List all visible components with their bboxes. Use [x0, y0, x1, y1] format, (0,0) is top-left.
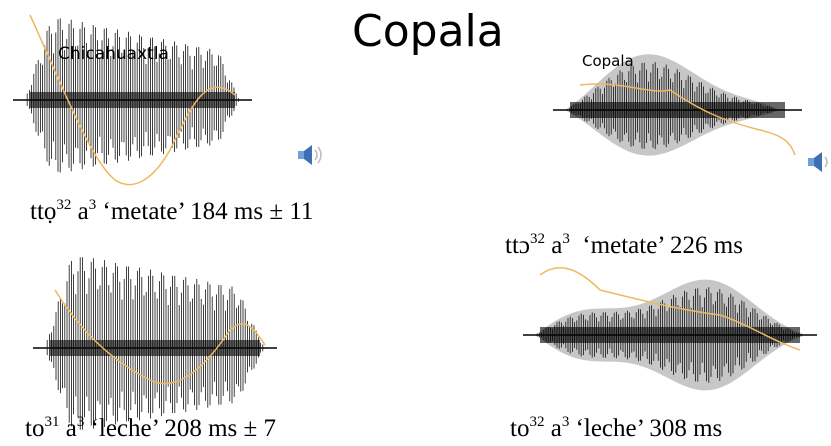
- waveform: [33, 257, 277, 429]
- caption-text: a: [71, 198, 88, 225]
- slide-title: Copala: [352, 6, 504, 57]
- caption-text: a: [545, 232, 562, 259]
- waveform: [523, 268, 817, 391]
- caption-text: ‘leche’ 208 ms ± 7: [84, 415, 276, 442]
- caption: ttọ32 a3 ‘metate’ 184 ms ± 11: [30, 198, 313, 226]
- waveform: [13, 15, 252, 185]
- dialect-label: Chicahuaxtla: [58, 44, 169, 64]
- caption-text: to: [25, 415, 44, 442]
- caption: to31 a3 ‘leche’ 208 ms ± 7: [25, 415, 276, 443]
- tone: 32: [530, 231, 545, 247]
- caption-text: a: [544, 415, 561, 442]
- caption-text: to: [510, 415, 529, 442]
- caption-text: ‘leche’ 308 ms: [569, 415, 722, 442]
- caption-text: ttọ: [30, 198, 56, 225]
- dialect-label: Copala: [582, 52, 634, 70]
- core: [30, 92, 235, 108]
- core: [50, 340, 260, 356]
- caption-text: ttɔ: [505, 232, 530, 259]
- caption-text: a: [59, 415, 76, 442]
- slide: Copala Chicahuaxtla Copala ttọ32 a3 ‘met…: [0, 0, 831, 446]
- caption-text: ‘metate’ 184 ms ± 11: [96, 198, 313, 225]
- tone: 32: [529, 414, 544, 430]
- core: [540, 327, 800, 343]
- caption: to32 a3 ‘leche’ 308 ms: [510, 415, 722, 443]
- tone: 31: [44, 414, 59, 430]
- caption-text: ‘metate’ 226 ms: [570, 232, 743, 259]
- core: [570, 102, 785, 118]
- speaker-icon: [808, 152, 827, 172]
- tone: 32: [56, 197, 71, 213]
- speaker-icon: [298, 145, 321, 165]
- tone: 3: [562, 231, 570, 247]
- caption: ttɔ32 a3 ‘metate’ 226 ms: [505, 232, 743, 260]
